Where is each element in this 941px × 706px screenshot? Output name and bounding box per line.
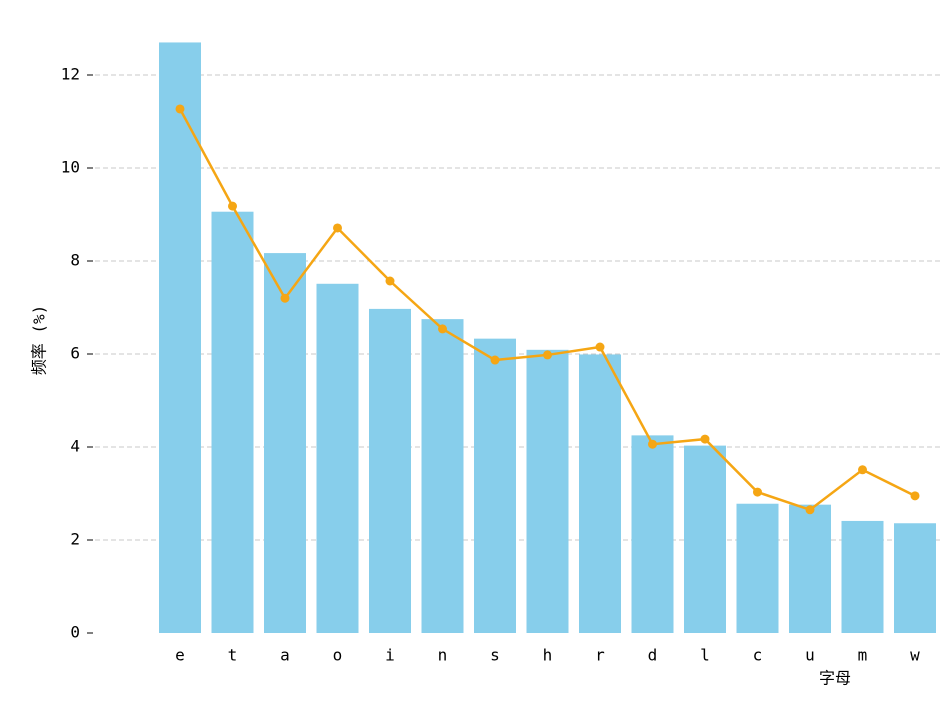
x-tick-label: n xyxy=(438,646,448,665)
line-point xyxy=(280,293,290,303)
x-tick-label: s xyxy=(490,646,500,665)
line-point xyxy=(228,201,237,211)
bar xyxy=(369,308,411,633)
line-point xyxy=(490,355,500,365)
x-tick-label: d xyxy=(648,646,658,665)
line-point xyxy=(175,104,185,114)
y-tick-label: 2 xyxy=(70,530,80,549)
line-point xyxy=(333,223,342,233)
x-tick-label: c xyxy=(753,646,763,665)
x-tick-label: w xyxy=(910,646,920,665)
bar xyxy=(421,319,464,633)
x-tick-label: e xyxy=(175,646,185,665)
line-point xyxy=(648,439,657,449)
x-tick-label: l xyxy=(700,646,710,665)
bar xyxy=(789,504,831,633)
bar xyxy=(474,338,516,633)
bar xyxy=(264,253,306,633)
x-tick-label: t xyxy=(228,646,238,665)
bar xyxy=(579,354,621,633)
line-point xyxy=(858,465,867,475)
x-tick-label: m xyxy=(858,646,868,665)
bar xyxy=(894,523,936,633)
line-point xyxy=(805,505,815,515)
bar xyxy=(841,520,884,633)
line-point xyxy=(438,324,447,334)
x-tick-label: u xyxy=(805,646,815,665)
line-point xyxy=(700,434,710,444)
y-tick-label: 8 xyxy=(70,251,80,270)
bar xyxy=(316,283,359,633)
x-tick-label: i xyxy=(385,646,395,665)
y-axis-label: 频率 (%) xyxy=(30,305,49,376)
y-tick-label: 10 xyxy=(61,158,80,177)
line-point xyxy=(753,487,762,497)
bar xyxy=(684,445,726,633)
y-tick-label: 6 xyxy=(70,344,80,363)
line-point xyxy=(595,342,605,352)
line-point xyxy=(543,350,552,360)
bar xyxy=(736,503,779,633)
x-tick-label: r xyxy=(595,646,605,665)
bar xyxy=(526,349,569,633)
bar xyxy=(159,42,201,633)
y-tick-label: 12 xyxy=(61,65,80,84)
line-point xyxy=(910,491,920,501)
line-point xyxy=(385,276,395,286)
x-tick-label: o xyxy=(333,646,343,665)
x-tick-label: a xyxy=(280,646,290,665)
y-tick-label: 4 xyxy=(70,437,80,456)
x-tick-label: h xyxy=(543,646,553,665)
y-tick-label: 0 xyxy=(70,623,80,642)
x-axis-label: 字母 xyxy=(819,669,851,688)
bar xyxy=(631,435,674,633)
bar xyxy=(211,211,254,633)
